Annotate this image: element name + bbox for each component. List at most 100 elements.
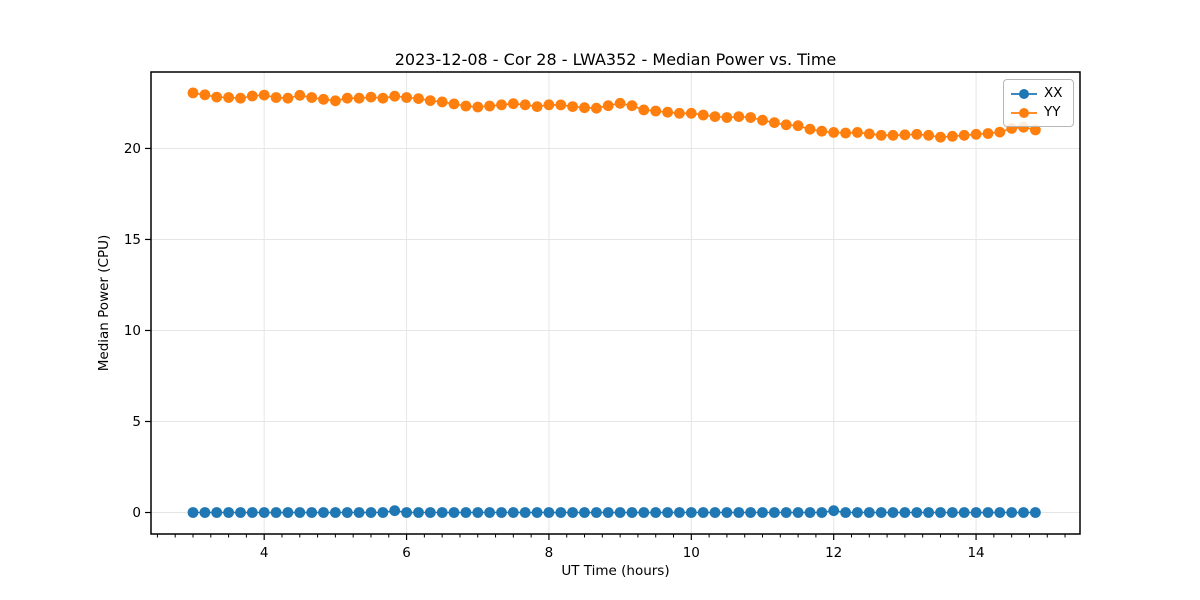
data-point	[401, 507, 412, 518]
data-point	[389, 505, 401, 517]
data-point	[294, 507, 306, 518]
yy-line-marker-icon	[1011, 107, 1037, 118]
data-point	[389, 90, 401, 102]
data-point	[911, 507, 923, 518]
data-point	[638, 104, 650, 116]
axes-frame	[150, 71, 1081, 535]
data-point	[519, 507, 531, 518]
legend-label-yy: YY	[1044, 104, 1061, 120]
data-point	[258, 507, 270, 518]
data-point	[923, 507, 934, 518]
data-point	[353, 507, 365, 518]
data-point	[970, 507, 982, 518]
data-point	[875, 507, 887, 518]
data-point	[792, 120, 804, 132]
data-point	[733, 111, 745, 122]
data-point	[887, 507, 899, 518]
data-point	[947, 507, 958, 518]
data-point	[757, 114, 768, 126]
data-point	[816, 507, 828, 518]
x-tick-label: 6	[402, 545, 411, 561]
data-point	[187, 87, 199, 99]
data-point	[685, 107, 697, 119]
data-point	[223, 92, 235, 103]
chart-title: 2023-12-08 - Cor 28 - LWA352 - Median Po…	[394, 50, 837, 69]
data-point	[365, 507, 377, 518]
data-point	[519, 99, 531, 111]
data-point	[460, 100, 472, 112]
data-point	[887, 129, 899, 141]
tick-labels: 4 6 8 10 12 14 0 5 10 15 20	[124, 141, 985, 561]
data-point	[246, 90, 258, 102]
y-tick-label: 0	[132, 505, 141, 521]
data-point	[1030, 124, 1041, 136]
data-point	[911, 128, 923, 140]
data-point	[958, 129, 970, 141]
data-point	[863, 507, 875, 518]
data-point	[591, 507, 602, 518]
data-point	[994, 126, 1006, 138]
x-tick-label: 12	[825, 545, 842, 561]
data-point	[555, 99, 567, 111]
data-point	[840, 507, 851, 518]
data-point	[780, 119, 792, 131]
data-point	[567, 101, 578, 112]
data-point	[816, 125, 828, 137]
data-point	[863, 128, 875, 140]
data-point	[341, 507, 353, 518]
data-point	[1018, 507, 1029, 518]
data-point	[306, 92, 318, 103]
data-point	[982, 128, 994, 139]
data-point	[650, 105, 662, 117]
data-point	[235, 92, 246, 104]
data-point	[591, 102, 602, 114]
data-point	[424, 507, 436, 518]
data-point	[958, 507, 970, 518]
data-point	[899, 129, 911, 141]
data-point	[282, 92, 294, 104]
data-point	[757, 507, 768, 518]
series-xx	[187, 505, 1041, 518]
data-point	[828, 126, 840, 138]
xx-line-marker-icon	[1011, 88, 1037, 99]
data-point	[472, 507, 484, 518]
data-point	[804, 507, 816, 518]
data-point	[1030, 507, 1041, 518]
data-point	[721, 112, 733, 123]
data-point	[199, 89, 211, 101]
series-yy	[187, 87, 1041, 143]
x-tick-label: 4	[260, 545, 269, 561]
data-point	[923, 129, 934, 141]
data-point	[579, 102, 590, 114]
data-point	[697, 109, 709, 121]
data-point	[875, 129, 887, 141]
data-point	[484, 100, 495, 112]
data-point	[662, 106, 673, 118]
data-point	[306, 507, 318, 518]
legend-item-xx: XX	[1010, 84, 1066, 103]
y-tick-label: 5	[132, 414, 141, 430]
data-point	[852, 507, 863, 518]
data-point	[685, 507, 697, 518]
data-point	[970, 128, 982, 140]
data-point	[318, 93, 329, 105]
data-point	[413, 507, 424, 518]
data-point	[377, 507, 389, 518]
data-point	[982, 507, 994, 518]
data-point	[507, 507, 519, 518]
data-point	[531, 101, 543, 112]
data-point	[223, 507, 235, 518]
data-point	[626, 100, 638, 112]
data-point	[199, 507, 211, 518]
data-point	[852, 126, 863, 138]
data-point	[935, 131, 946, 143]
data-point	[211, 507, 223, 518]
data-point	[792, 507, 804, 518]
data-point	[602, 100, 614, 112]
data-point	[721, 507, 733, 518]
data-point	[365, 91, 377, 103]
data-point	[496, 99, 507, 111]
x-axis-label: UT Time (hours)	[561, 563, 670, 579]
data-point	[484, 507, 495, 518]
y-tick-label: 10	[124, 323, 141, 339]
